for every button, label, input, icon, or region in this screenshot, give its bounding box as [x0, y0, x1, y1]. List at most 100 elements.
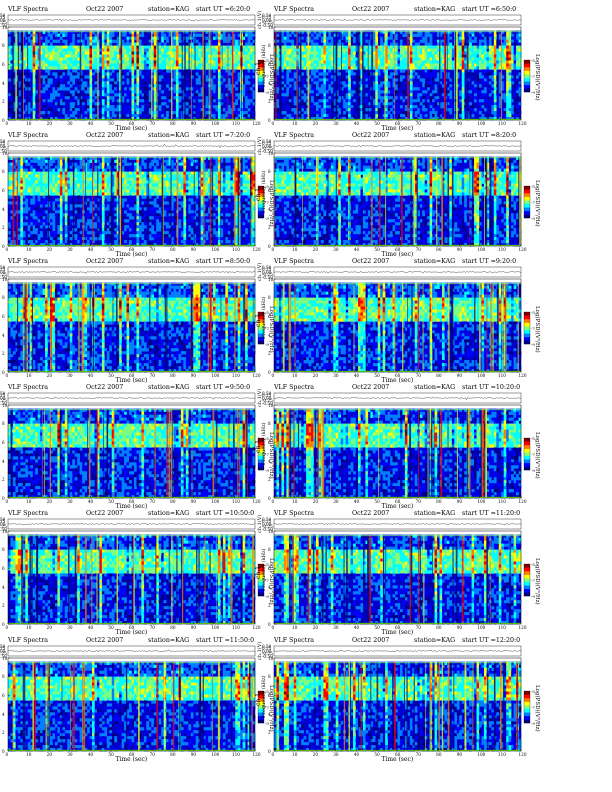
timeseries-tick-label: 0.50: [262, 13, 271, 18]
colorbar: [523, 563, 531, 597]
x-tick-label: 50: [374, 625, 379, 630]
colorbar-label: Log(PSD)(V²/Hz): [534, 180, 540, 227]
x-tick-label: 80: [170, 121, 175, 126]
x-tick-label: 100: [211, 247, 219, 252]
x-tick-label: 90: [191, 499, 196, 504]
y-tick-label: 8: [2, 295, 5, 300]
x-tick-label: 20: [313, 373, 318, 378]
panel-start-time: start UT =10:50:0: [196, 509, 254, 518]
colorbar-tick-label: -5: [531, 184, 535, 189]
y-tick-label: 10: [268, 25, 273, 30]
colorbar: [257, 59, 265, 93]
y-tick-label: 8: [268, 674, 271, 679]
x-tick-label: 30: [333, 247, 338, 252]
y-tick-label: 4: [2, 333, 5, 338]
y-tick-label: 6: [268, 188, 271, 193]
x-tick-label: 90: [191, 625, 196, 630]
spectrogram-svg: [273, 518, 531, 625]
x-tick-label: 120: [253, 752, 261, 757]
x-axis-label: Time (sec): [116, 251, 148, 258]
x-tick-label: 80: [436, 373, 441, 378]
x-tick-label: 120: [519, 499, 527, 504]
x-axis-label: Time (sec): [116, 125, 148, 132]
x-tick-label: 40: [88, 625, 93, 630]
y-tick-label: 6: [268, 693, 271, 698]
colorbar-tick-label: -5: [531, 689, 535, 694]
spectrogram-image: [8, 153, 256, 247]
x-tick-label: 10: [26, 373, 31, 378]
panel-station: station=KAG: [414, 383, 455, 392]
x-tick-label: 100: [211, 121, 219, 126]
timeseries-tick-label: 0.50: [0, 644, 5, 649]
panel-header: VLF Spectra Oct22 2007 station=KAG start UT…: [274, 636, 521, 645]
panel-header: VLF Spectra Oct22 2007 station=KAG start UT…: [274, 509, 521, 518]
panel-date: Oct22 2007: [352, 257, 389, 266]
x-axis-label: Time (sec): [382, 756, 414, 763]
spectrogram-svg: [273, 14, 531, 121]
x-tick-label: 120: [519, 752, 527, 757]
colorbar-tick-label: -7: [531, 326, 535, 331]
x-tick-label: 10: [26, 625, 31, 630]
timeseries-tick-label: 0.50: [0, 391, 5, 396]
spectrogram-image: [8, 405, 256, 499]
x-tick-label: 100: [477, 247, 485, 252]
spectrogram-svg: [273, 140, 531, 247]
x-tick-label: 70: [150, 373, 155, 378]
x-tick-label: 110: [232, 499, 240, 504]
y-tick-label: 6: [2, 314, 5, 319]
spectrogram-svg: [273, 266, 531, 373]
y-tick-label: 4: [2, 81, 5, 86]
x-tick-label: 50: [108, 247, 113, 252]
panel-date: Oct22 2007: [86, 131, 123, 140]
y-tick-label: 10: [2, 403, 7, 408]
timeseries-trace: [8, 18, 256, 22]
x-axis-label: Time (sec): [116, 503, 148, 510]
x-tick-label: 110: [232, 752, 240, 757]
y-axis-label: Frequency (kHz): [0, 548, 1, 591]
x-tick-label: 60: [395, 373, 400, 378]
x-tick-label: 0: [272, 373, 275, 378]
x-tick-label: 120: [253, 373, 261, 378]
x-tick-label: 80: [170, 373, 175, 378]
x-tick-label: 60: [129, 499, 134, 504]
x-tick-label: 120: [519, 121, 527, 126]
timeseries-tick-label: 0.00: [262, 522, 271, 527]
timeseries-tick-label: -0.50: [262, 23, 273, 28]
spectrogram-image: [274, 531, 522, 625]
colorbar-tick-label: -9: [265, 594, 269, 599]
x-tick-label: 60: [395, 247, 400, 252]
y-tick-label: 0: [268, 496, 271, 501]
timeseries-tick-label: 0.25: [262, 393, 271, 398]
y-tick-label: 10: [2, 151, 7, 156]
y-tick-label: 4: [268, 333, 271, 338]
y-axis-label: Frequency (kHz): [0, 422, 1, 465]
y-tick-label: 6: [268, 566, 271, 571]
spectrogram-svg: [7, 392, 265, 499]
x-tick-label: 50: [374, 752, 379, 757]
x-tick-label: 10: [292, 752, 297, 757]
x-tick-label: 70: [416, 373, 421, 378]
y-tick-label: 0: [268, 370, 271, 375]
panel-station: station=KAG: [414, 131, 455, 140]
colorbar-tick-label: -5: [265, 436, 269, 441]
x-tick-label: 110: [498, 121, 506, 126]
timeseries-tick-label: 0.50: [0, 139, 5, 144]
y-tick-label: 8: [2, 547, 5, 552]
y-tick-label: 2: [2, 477, 5, 482]
timeseries-trace: [7, 522, 255, 525]
panel-header: VLF Spectra Oct22 2007 station=KAG start UT…: [8, 131, 255, 140]
colorbar-tick-label: -7: [265, 705, 269, 710]
channel-label: ch.1: [255, 693, 262, 706]
x-tick-label: 50: [108, 121, 113, 126]
timeseries-tick-label: 0.25: [0, 646, 5, 651]
x-tick-label: 40: [354, 247, 359, 252]
timeseries-trace: [273, 650, 522, 653]
timeseries-trace: [7, 271, 256, 274]
timeseries-ylabel: ch.1(V): [257, 515, 263, 533]
panel-header: VLF Spectra Oct22 2007 station=KAG start UT…: [8, 5, 255, 14]
y-tick-label: 8: [268, 295, 271, 300]
x-tick-label: 10: [292, 499, 297, 504]
spectrogram-svg: [7, 140, 265, 247]
x-tick-label: 80: [170, 499, 175, 504]
panel-title: VLF Spectra: [274, 131, 314, 140]
